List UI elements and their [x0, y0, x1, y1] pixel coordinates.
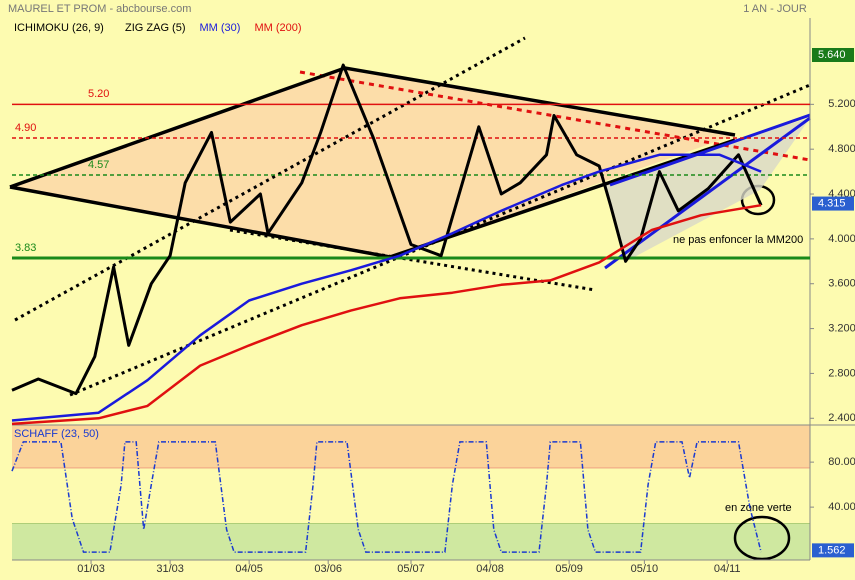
y-tick-label: 2.400 — [828, 412, 855, 424]
support-line — [609, 113, 811, 187]
y-tick-label: 4.800 — [828, 143, 855, 155]
level-label: 4.90 — [15, 122, 36, 134]
indicator-label: ICHIMOKU (26, 9) — [14, 22, 104, 34]
level-label: 3.83 — [15, 242, 36, 254]
annotation: ne pas enfoncer la MM200 — [673, 234, 803, 246]
level-label: 4.57 — [88, 159, 109, 171]
highlight-circle — [733, 515, 791, 561]
y-tick-label: 4.000 — [828, 233, 855, 245]
axis-area — [811, 230, 855, 250]
x-tick-label: 04/08 — [476, 563, 504, 575]
y-tick-label: 3.200 — [828, 322, 855, 334]
y-tick-label: 80.00 — [828, 456, 855, 468]
series-line — [11, 203, 762, 426]
x-tick-label: 05/09 — [555, 563, 583, 575]
annotation: en zone verte — [725, 502, 792, 514]
price-tag — [812, 543, 854, 558]
price-tag — [812, 196, 854, 211]
legend-entry: MM (30) — [200, 22, 241, 34]
overbought-zone — [12, 425, 810, 468]
price-tag-label: 4.315 — [818, 197, 846, 209]
oscillator-line — [11, 441, 762, 553]
series-line — [11, 153, 762, 422]
price-tag-label: 5.640 — [818, 49, 846, 61]
oversold-zone — [12, 524, 810, 560]
x-tick-label: 01/03 — [77, 563, 105, 575]
y-tick-label: 2.800 — [828, 367, 855, 379]
x-tick-label: 05/07 — [397, 563, 425, 575]
x-tick-label: 05/10 — [631, 563, 659, 575]
series-line — [11, 63, 763, 396]
chart-title: MAUREL ET PROM - abcbourse.com — [8, 3, 191, 15]
x-tick-label: 04/05 — [235, 563, 263, 575]
y-tick-label: 5.200 — [828, 98, 855, 110]
legend-entry: ZIG ZAG (5) — [125, 22, 186, 34]
price-tag-label: 1.562 — [818, 544, 846, 556]
oscillator-label: SCHAFF (23, 50) — [14, 428, 99, 440]
period-label: 1 AN - JOUR — [743, 3, 807, 15]
channel-line — [229, 228, 596, 292]
y-tick-label: 3.600 — [828, 278, 855, 290]
price-tag — [812, 48, 854, 62]
level-label: 5.20 — [88, 88, 109, 100]
legend-entry: MM (200) — [254, 22, 301, 34]
y-tick-label: 40.00 — [828, 501, 855, 513]
x-tick-label: 04/11 — [714, 563, 741, 575]
x-tick-label: 31/03 — [156, 563, 184, 575]
x-tick-label: 03/06 — [314, 563, 342, 575]
